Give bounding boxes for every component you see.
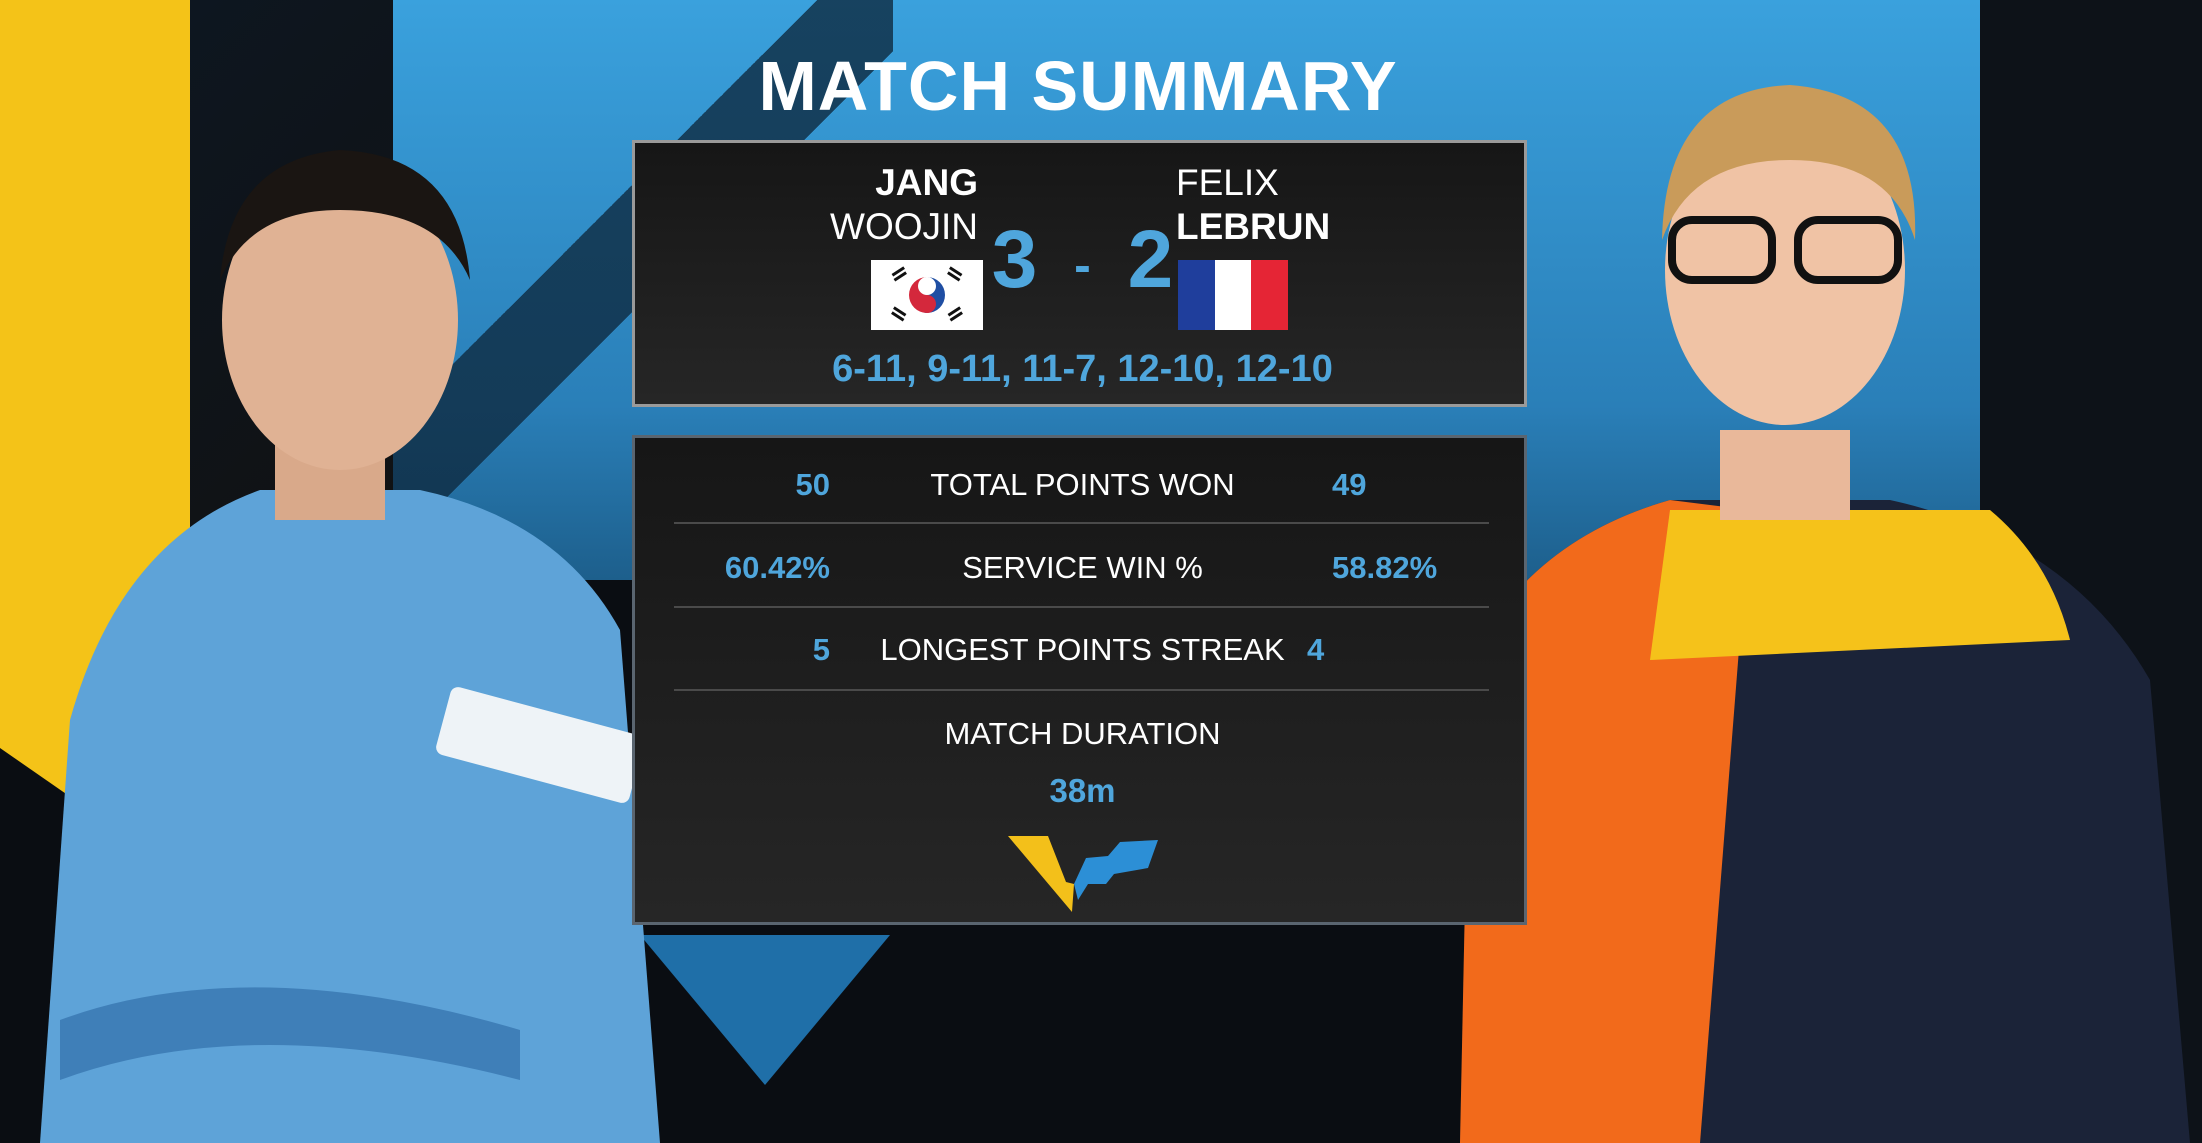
divider (674, 522, 1489, 524)
player-photo-jang-woojin (40, 150, 660, 1143)
france-flag-icon (1178, 260, 1289, 330)
player2-stat-value: 58.82% (1332, 550, 1438, 585)
player1-stat-value: 50 (795, 467, 830, 502)
wtt-logo-icon (1008, 836, 1158, 912)
player2-first-name: FELIX (1176, 162, 1279, 203)
divider (674, 606, 1489, 608)
player-photo-felix-lebrun (1460, 85, 2190, 1143)
player1-first-name: JANG (875, 162, 978, 203)
scoreboard-panel: JANG WOOJIN FELIX LEBRUN 3 - 2 6-11, 9-1… (632, 140, 1527, 407)
stat-row-longest-streak: 5 LONGEST POINTS STREAK 4 (635, 620, 1530, 680)
player2-stat-value: 49 (1332, 467, 1367, 502)
south-korea-flag-icon (871, 260, 983, 330)
player1-score: 3 (991, 214, 1038, 305)
stats-panel: 50 TOTAL POINTS WON 49 60.42% SERVICE WI… (632, 435, 1527, 925)
stat-label: TOTAL POINTS WON (930, 467, 1235, 502)
set-scores: 6-11, 9-11, 11-7, 12-10, 12-10 (832, 348, 1333, 390)
player1-stat-value: 60.42% (724, 550, 830, 585)
player1-last-name: WOOJIN (830, 206, 978, 247)
player1-name: JANG WOOJIN (830, 161, 978, 249)
match-duration-label: MATCH DURATION (944, 716, 1221, 751)
match-score: 3 - 2 (635, 213, 1530, 307)
score-separator: - (1074, 237, 1091, 294)
stat-row-total-points: 50 TOTAL POINTS WON 49 (635, 455, 1530, 515)
player2-stat-value: 4 (1307, 632, 1325, 667)
page-title: MATCH SUMMARY (758, 47, 1398, 125)
match-duration-value: 38m (1049, 772, 1116, 809)
stat-row-service-win: 60.42% SERVICE WIN % 58.82% (635, 538, 1530, 598)
stat-label: LONGEST POINTS STREAK (880, 632, 1285, 667)
player1-stat-value: 5 (812, 632, 830, 667)
player2-score: 2 (1127, 214, 1174, 305)
stat-label: SERVICE WIN % (962, 550, 1203, 585)
player2-last-name: LEBRUN (1176, 206, 1331, 247)
divider (674, 689, 1489, 691)
player2-name: FELIX LEBRUN (1176, 161, 1330, 249)
